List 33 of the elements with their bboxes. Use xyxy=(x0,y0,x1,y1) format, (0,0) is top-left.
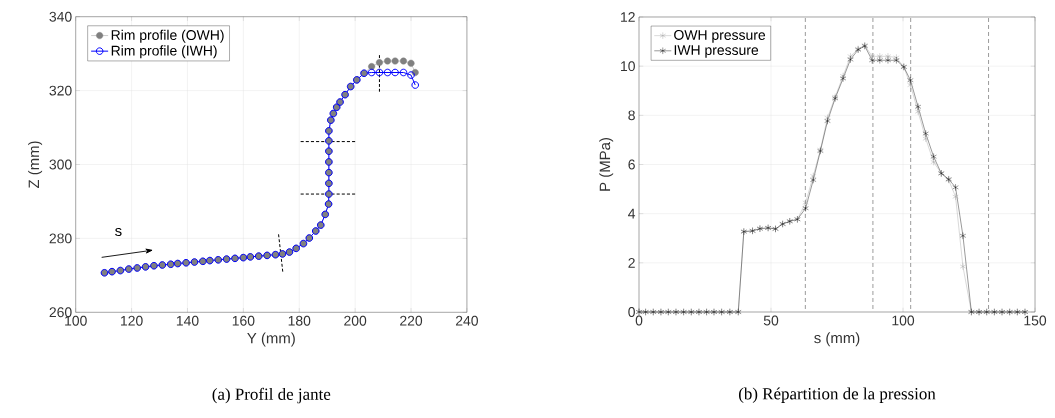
legend-label: Rim profile (OWH) xyxy=(111,29,224,43)
x-tick-label: 50 xyxy=(763,315,779,326)
y-tick-label: 300 xyxy=(49,159,72,170)
y-tick-label: 6 xyxy=(628,159,635,170)
x-tick-label: 150 xyxy=(1024,315,1047,326)
x-axis-title: s (mm) xyxy=(814,332,860,347)
x-tick-label: 240 xyxy=(455,315,478,326)
y-tick-label: 4 xyxy=(628,208,636,219)
text: (a) Profil de jante xyxy=(212,387,331,404)
y-axis-title: Z (mm) xyxy=(28,141,43,189)
y-tick-label: 10 xyxy=(621,61,635,72)
legend-label: IWH pressure xyxy=(674,45,759,58)
text: (b) Répartition de la pression xyxy=(738,387,936,403)
y-tick-label: 340 xyxy=(49,11,72,22)
y-tick-label: 320 xyxy=(49,85,72,96)
x-tick-label: 220 xyxy=(400,315,423,326)
x-tick-label: 100 xyxy=(892,315,915,326)
x-tick-label: 200 xyxy=(344,315,367,326)
x-tick-label: 120 xyxy=(121,315,143,326)
y-tick-label: 280 xyxy=(49,233,72,244)
y-tick-label: 12 xyxy=(621,12,635,22)
legend-label: OWH pressure xyxy=(674,30,766,43)
x-tick-label: 140 xyxy=(176,315,199,326)
annotation: s xyxy=(115,227,122,237)
y-tick-label: 2 xyxy=(628,257,635,268)
legend-label: Rim profile (IWH) xyxy=(111,45,217,59)
x-tick-label: 180 xyxy=(288,315,311,326)
x-axis-title: Y (mm) xyxy=(247,332,295,347)
x-tick-label: 160 xyxy=(232,315,255,326)
y-axis-title: P (MPa) xyxy=(599,138,614,191)
x-tick-label: 0 xyxy=(635,315,643,326)
y-tick-label: 0 xyxy=(628,307,635,317)
y-tick-label: 8 xyxy=(628,110,635,121)
